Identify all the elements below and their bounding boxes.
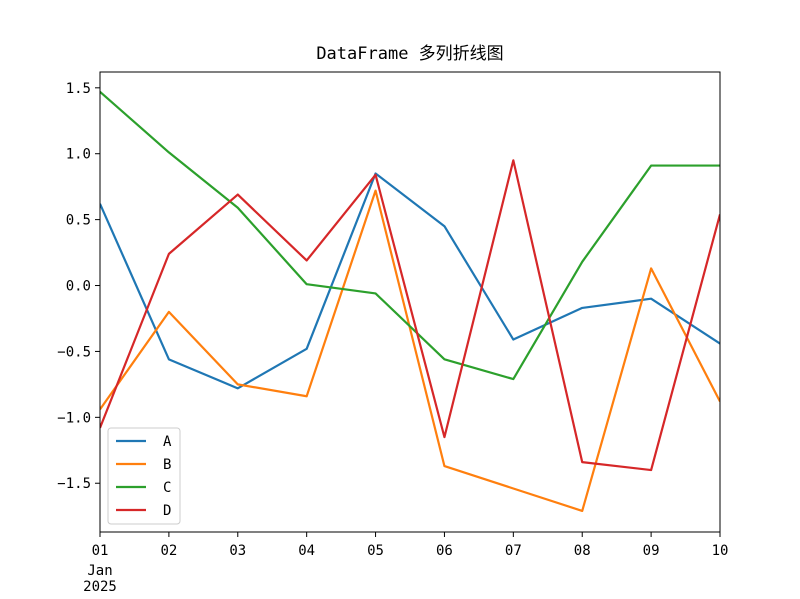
x-date-sublabel: Jan xyxy=(87,563,112,579)
legend-label-d: D xyxy=(163,503,171,519)
legend-label-c: C xyxy=(163,480,171,496)
axes-layer: −1.5 −1.0 −0.5 0.0 0.5 1.0 1.5 01 02 03 04 05 06 07 08… xyxy=(57,71,729,595)
plot-frame xyxy=(99,71,721,533)
series-line-c xyxy=(100,90,720,381)
x-tick-label: 05 xyxy=(367,543,384,559)
legend-label-b: B xyxy=(163,457,171,473)
chart-title: DataFrame 多列折线图 xyxy=(316,44,503,64)
y-tick-label: 1.5 xyxy=(66,81,91,97)
series-line-d xyxy=(100,159,720,472)
x-tick-label: 04 xyxy=(298,543,315,559)
series-line-b xyxy=(100,189,720,513)
series-line-a xyxy=(100,172,720,390)
x-tick-label: 10 xyxy=(712,543,729,559)
x-date-sublabel: 2025 xyxy=(83,579,117,595)
legend-box xyxy=(107,427,181,525)
y-tick-label: −1.5 xyxy=(57,476,91,492)
series-layer xyxy=(100,90,720,513)
x-tick-label: 03 xyxy=(229,543,246,559)
legend-label-a: A xyxy=(163,434,172,450)
x-tick-label: 09 xyxy=(643,543,660,559)
x-tick-label: 08 xyxy=(574,543,591,559)
x-tick-label: 06 xyxy=(436,543,453,559)
y-tick-label: 0.5 xyxy=(66,213,91,229)
y-tick-label: −0.5 xyxy=(57,344,91,360)
x-tick-label: 01 xyxy=(92,543,109,559)
x-tick-label: 02 xyxy=(160,543,177,559)
y-tick-label: 0.0 xyxy=(66,279,91,295)
x-tick-label: 07 xyxy=(505,543,522,559)
y-tick-label: −1.0 xyxy=(57,410,91,426)
y-tick-label: 1.0 xyxy=(66,147,91,163)
